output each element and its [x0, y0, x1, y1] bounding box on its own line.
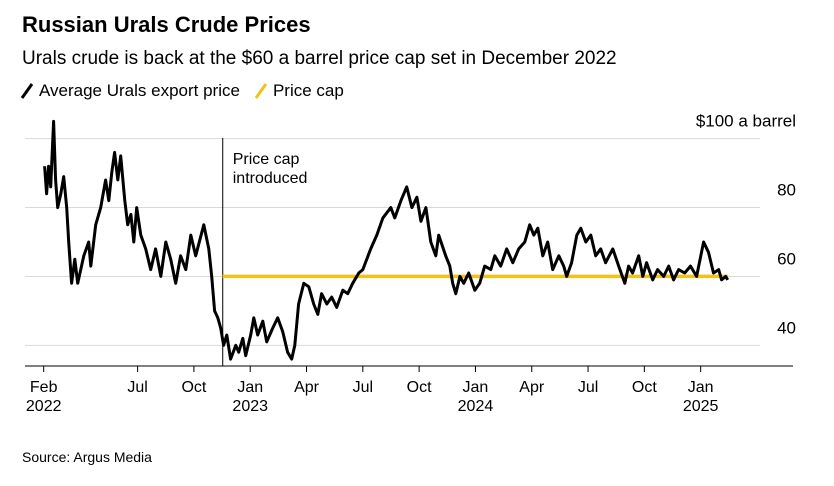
- y-tick-label: 80: [777, 181, 796, 200]
- x-tick-label: Jul: [127, 379, 148, 396]
- x-tick-label: Jul: [352, 379, 374, 396]
- x-tick-label: Apr: [519, 379, 545, 396]
- legend-swatch: [20, 83, 34, 99]
- y-tick-label: $100 a barrel: [696, 112, 796, 131]
- legend-label: Average Urals export price: [39, 81, 240, 100]
- legend-label: Price cap: [273, 81, 344, 100]
- x-tick-label: Jan 2025: [682, 379, 719, 415]
- legend-swatch: [254, 83, 268, 99]
- y-tick-label: 60: [777, 249, 796, 268]
- x-tick-label: Apr: [294, 379, 319, 396]
- y-tick-label: 40: [777, 318, 796, 337]
- x-tick-label: Oct: [406, 379, 432, 396]
- annotation-text: Price cap introduced: [232, 151, 308, 187]
- source: Source: Argus Media: [22, 449, 152, 465]
- chart-title: Russian Urals Crude Prices: [22, 12, 311, 37]
- x-tick-label: Oct: [181, 379, 207, 396]
- x-tick-label: Jan 2024: [457, 379, 494, 415]
- x-tick-label: Jan 2023: [232, 379, 269, 415]
- series-line: [43, 119, 730, 361]
- chart-subtitle: Urals crude is back at the $60 a barrel …: [22, 48, 617, 69]
- x-tick-label: Feb 2022: [25, 379, 62, 415]
- x-tick-label: Jul: [577, 379, 599, 396]
- x-tick-label: Oct: [631, 379, 657, 396]
